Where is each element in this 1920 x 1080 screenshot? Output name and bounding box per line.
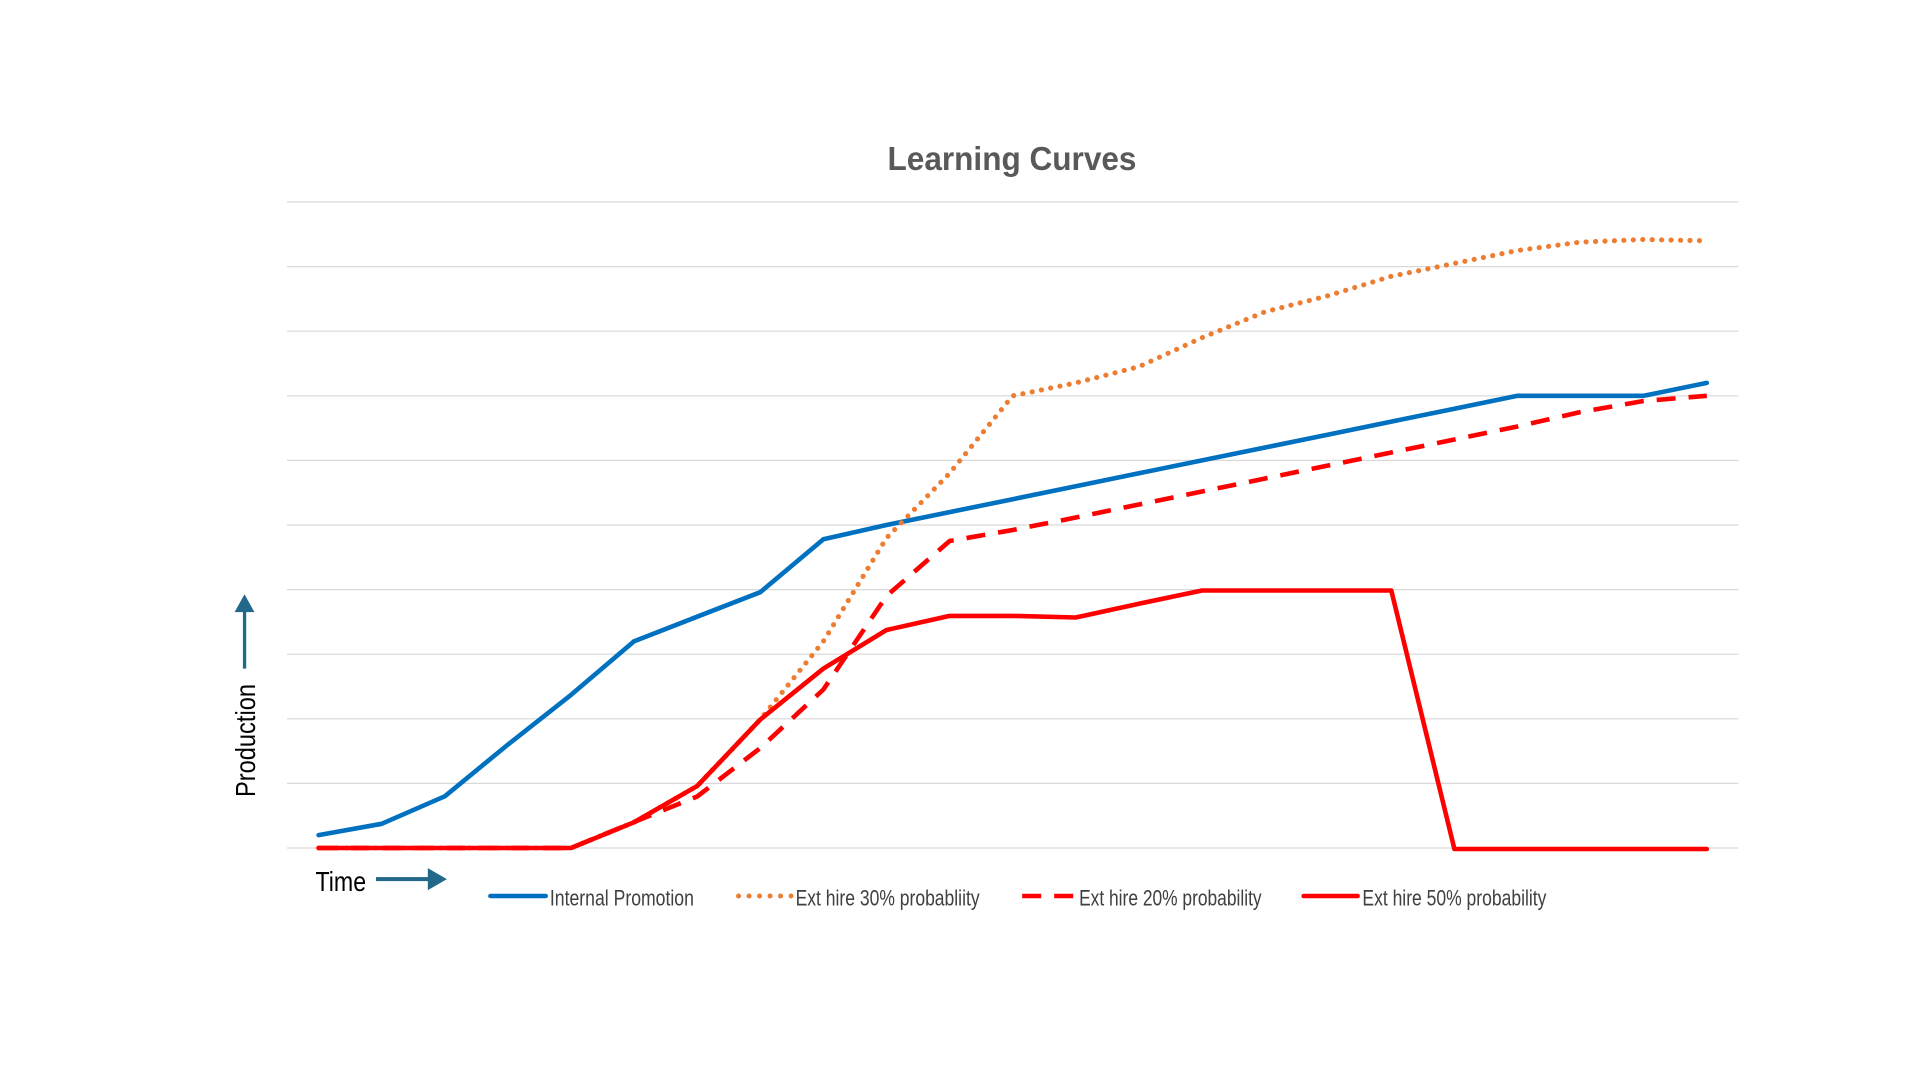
svg-text:Internal Promotion: Internal Promotion: [550, 886, 694, 911]
svg-text:Ext hire 20% probability: Ext hire 20% probability: [1079, 886, 1262, 911]
svg-text:Ext hire 30% probabliity: Ext hire 30% probabliity: [796, 886, 980, 911]
svg-text:Learning Curves: Learning Curves: [888, 140, 1137, 177]
svg-text:Production: Production: [230, 684, 261, 797]
svg-text:Time: Time: [316, 866, 367, 897]
svg-text:Ext hire 50% probability: Ext hire 50% probability: [1362, 886, 1546, 911]
